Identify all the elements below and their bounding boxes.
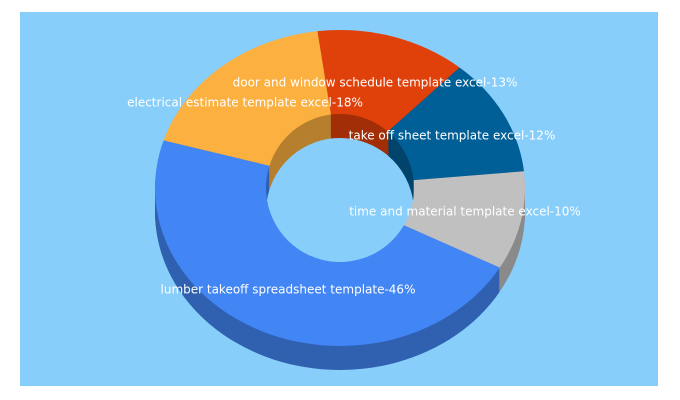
slice bbox=[403, 171, 525, 268]
slice bbox=[387, 67, 524, 181]
slice bbox=[155, 140, 500, 346]
slice-label: door and window schedule template excel-… bbox=[233, 76, 518, 90]
slice bbox=[163, 31, 331, 166]
donut-top bbox=[155, 30, 525, 346]
slice-label: time and material template excel-10% bbox=[349, 205, 581, 219]
labels: door and window schedule template excel-… bbox=[127, 76, 581, 297]
slice-label: take off sheet template excel-12% bbox=[349, 129, 556, 143]
slice-label: electrical estimate template excel-18% bbox=[127, 96, 363, 110]
slice bbox=[317, 30, 460, 132]
slice-label: lumber takeoff spreadsheet template-46% bbox=[161, 283, 416, 297]
